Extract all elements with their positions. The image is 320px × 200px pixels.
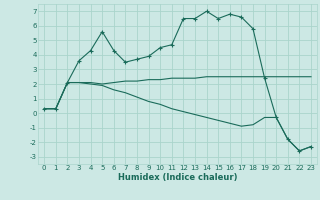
X-axis label: Humidex (Indice chaleur): Humidex (Indice chaleur) (118, 173, 237, 182)
